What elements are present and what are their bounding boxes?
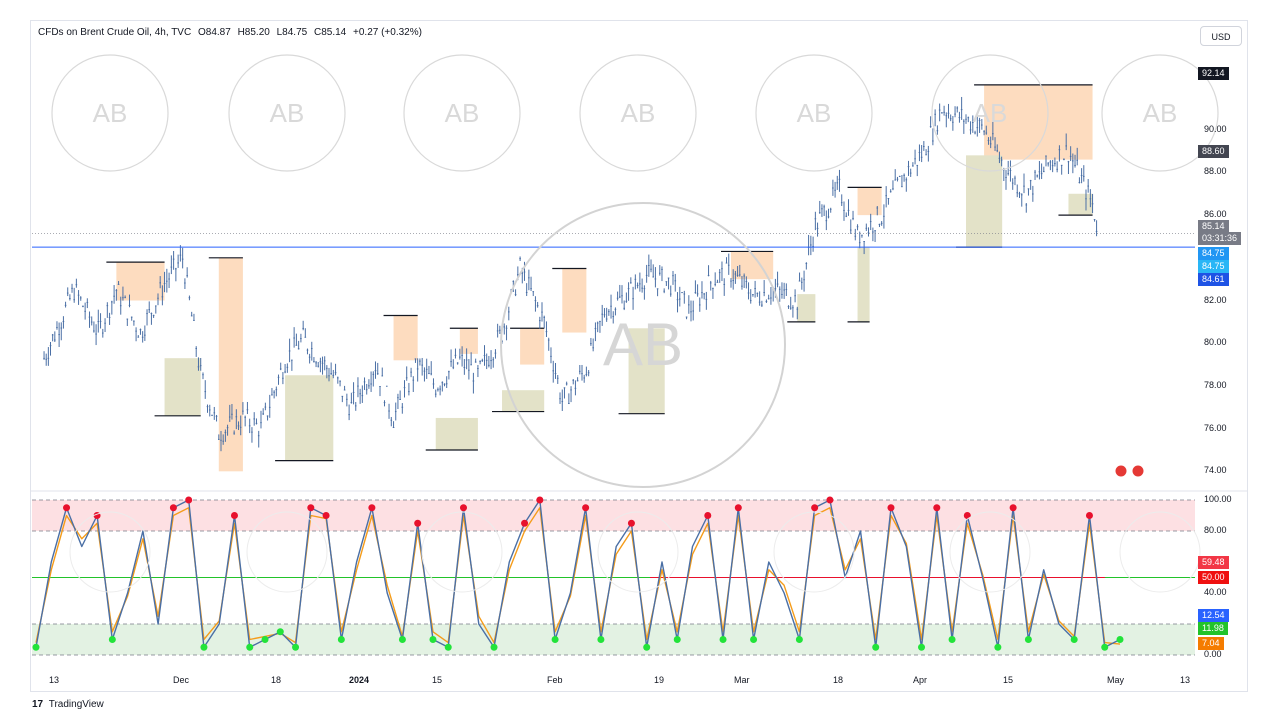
high-value: H85.20 — [237, 27, 270, 38]
oscillator-value-label: 59.48 — [1198, 556, 1229, 569]
oscillator-value-label: 50.00 — [1198, 571, 1229, 584]
price-tick-label: 76.00 — [1204, 422, 1227, 433]
change-value: +0.27 (+0.32%) — [353, 27, 422, 38]
open-value: O84.87 — [197, 27, 231, 38]
time-tick-label: 15 — [1003, 675, 1014, 685]
chart-frame — [30, 20, 1248, 692]
oscillator-tick-label: 0.00 — [1204, 649, 1222, 659]
price-tick-label: 78.00 — [1204, 379, 1227, 390]
time-tick-label: Mar — [734, 675, 750, 685]
time-tick-label: 15 — [432, 675, 443, 685]
time-tick-label: May — [1107, 675, 1125, 685]
currency-button[interactable]: USD — [1200, 26, 1242, 46]
price-tick-label: 80.00 — [1204, 337, 1227, 348]
close-value: C85.14 — [313, 27, 347, 38]
time-tick-label: 2024 — [349, 675, 370, 685]
time-tick-label: Feb — [547, 675, 563, 685]
price-label: 84.75 — [1198, 247, 1229, 260]
price-tick-label: 74.00 — [1204, 465, 1227, 476]
oscillator-tick-label: 80.00 — [1204, 525, 1227, 535]
symbol-title[interactable]: CFDs on Brent Crude Oil, 4h, TVC — [38, 27, 192, 38]
oscillator-value-label: 7.04 — [1198, 637, 1224, 650]
price-label: 92.14 — [1198, 67, 1229, 80]
price-label: 85.14 — [1198, 220, 1229, 233]
low-value: L84.75 — [276, 27, 308, 38]
price-tick-label: 86.00 — [1204, 209, 1227, 220]
oscillator-value-label: 12.54 — [1198, 609, 1229, 622]
oscillator-tick-label: 40.00 — [1204, 587, 1227, 597]
time-tick-label: 19 — [654, 675, 665, 685]
bar-countdown: 03:31:36 — [1198, 232, 1242, 245]
time-tick-label: 13 — [1180, 675, 1191, 685]
oscillator-tick-label: 100.00 — [1204, 494, 1232, 504]
oscillator-value-label: 11.98 — [1198, 622, 1228, 635]
tradingview-logo-icon: 17 — [32, 699, 44, 710]
time-tick-label: Dec — [173, 675, 190, 685]
time-tick-label: 18 — [271, 675, 282, 685]
chart-legend: CFDs on Brent Crude Oil, 4h, TVC O84.87 … — [38, 27, 426, 38]
tradingview-brand[interactable]: 17 TradingView — [32, 699, 104, 710]
price-label: 84.61 — [1198, 273, 1229, 286]
brand-name: TradingView — [48, 699, 104, 710]
price-tick-label: 82.00 — [1204, 294, 1227, 305]
price-label: 84.75 — [1198, 260, 1229, 273]
price-tick-label: 88.00 — [1204, 166, 1227, 177]
time-tick-label: 18 — [833, 675, 844, 685]
time-tick-label: Apr — [913, 675, 928, 685]
price-label: 88.60 — [1198, 145, 1229, 158]
time-tick-label: 13 — [49, 675, 60, 685]
price-tick-label: 90.00 — [1204, 123, 1227, 134]
